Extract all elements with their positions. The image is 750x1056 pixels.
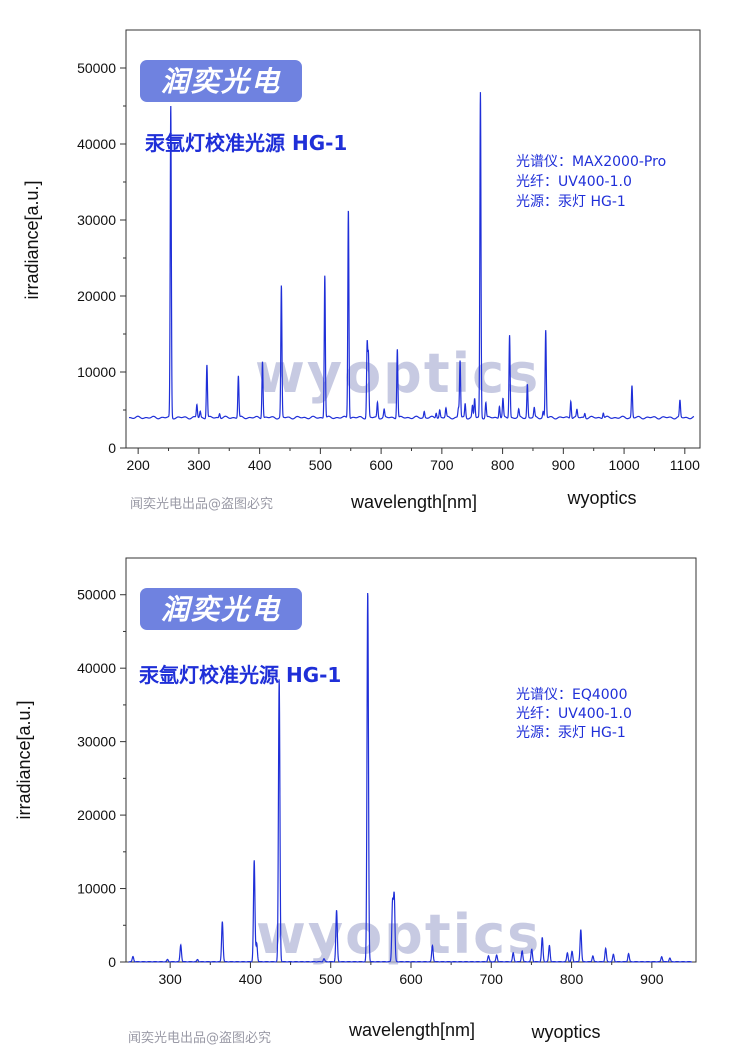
info-line-spectrometer: 光谱仪：EQ4000 <box>516 687 628 703</box>
y-tick-label: 0 <box>108 954 116 970</box>
y-tick-label: 10000 <box>77 881 116 897</box>
brand-badge-background <box>140 60 302 102</box>
info-line-spectrometer: 光谱仪：MAX2000-Pro <box>516 154 666 170</box>
x-tick-label: 700 <box>430 457 454 473</box>
credit-text: 闻奕光电出品@盗图必究 <box>130 496 273 512</box>
y-tick-label: 50000 <box>77 587 116 603</box>
y-tick-label: 20000 <box>77 807 116 823</box>
x-tick-label: 400 <box>239 971 263 987</box>
x-tick-label: 400 <box>248 457 272 473</box>
y-tick-label: 20000 <box>77 288 116 304</box>
axis-ticks: 200 300 400 500 600 700 800 900 1000 1100 0 10000 20… <box>77 60 700 473</box>
x-tick-label: 300 <box>158 971 182 987</box>
chart-title: 汞氩灯校准光源 HG-1 <box>144 131 347 155</box>
y-tick-label: 30000 <box>77 734 116 750</box>
chart-panel-top: wyoptics 200 300 400 500 600 700 800 900 1000 110… <box>22 29 701 512</box>
x-tick-label: 500 <box>309 457 333 473</box>
credit-text: 闻奕光电出品@盗图必究 <box>128 1030 271 1046</box>
x-tick-label: 900 <box>552 457 576 473</box>
x-tick-label: 300 <box>187 457 211 473</box>
chart-title: 汞氩灯校准光源 HG-1 <box>138 663 341 687</box>
x-tick-label: 700 <box>480 971 504 987</box>
bottom-brand-label: wyoptics <box>566 488 636 508</box>
y-tick-label: 0 <box>108 440 116 456</box>
x-tick-label: 800 <box>491 457 515 473</box>
x-tick-label: 800 <box>560 971 584 987</box>
watermark-layer: wyoptics <box>256 903 541 966</box>
info-line-source: 光源：汞灯 HG-1 <box>516 725 626 741</box>
chart-svg-top: wyoptics 200 300 400 500 600 700 800 900 1000 110… <box>22 29 701 512</box>
y-axis-label: irradiance[a.u.] <box>14 700 34 819</box>
info-line-fiber: 光纤：UV400-1.0 <box>516 174 632 190</box>
brand-name: 润奕光电 <box>161 65 281 98</box>
x-tick-label: 1100 <box>670 457 700 473</box>
bottom-brand-label: wyoptics <box>530 1022 600 1042</box>
brand-badge: 润奕光电 <box>140 60 302 102</box>
y-axis-label: irradiance[a.u.] <box>22 180 42 299</box>
brand-name: 润奕光电 <box>161 593 281 626</box>
y-tick-label: 10000 <box>77 364 116 380</box>
x-tick-label: 900 <box>640 971 664 987</box>
x-tick-label: 600 <box>369 457 393 473</box>
series-line <box>128 92 695 420</box>
watermark-text: wyoptics <box>256 903 541 966</box>
x-axis-label: wavelength[nm] <box>348 1020 475 1040</box>
chart-svg-bottom: wyoptics 300 400 500 600 700 800 900 0 10000 2000… <box>14 557 697 1046</box>
plot-frame <box>125 29 701 449</box>
x-axis-label: wavelength[nm] <box>350 492 477 512</box>
x-tick-label: 600 <box>399 971 423 987</box>
info-line-fiber: 光纤：UV400-1.0 <box>516 706 632 722</box>
x-tick-label: 1000 <box>608 457 639 473</box>
chart-panel-bottom: wyoptics 300 400 500 600 700 800 900 0 10000 2000… <box>0 528 750 1056</box>
series-line <box>128 592 693 963</box>
y-tick-label: 30000 <box>77 212 116 228</box>
info-line-source: 光源：汞灯 HG-1 <box>516 194 626 210</box>
x-tick-label: 200 <box>126 457 150 473</box>
y-tick-label: 40000 <box>77 660 116 676</box>
axis-ticks: 300 400 500 600 700 800 900 0 10000 20000 30000 400… <box>77 587 664 987</box>
brand-badge-background <box>140 588 302 630</box>
brand-badge: 润奕光电 <box>140 588 302 630</box>
x-tick-label: 500 <box>319 971 343 987</box>
y-tick-label: 50000 <box>77 60 116 76</box>
y-tick-label: 40000 <box>77 136 116 152</box>
